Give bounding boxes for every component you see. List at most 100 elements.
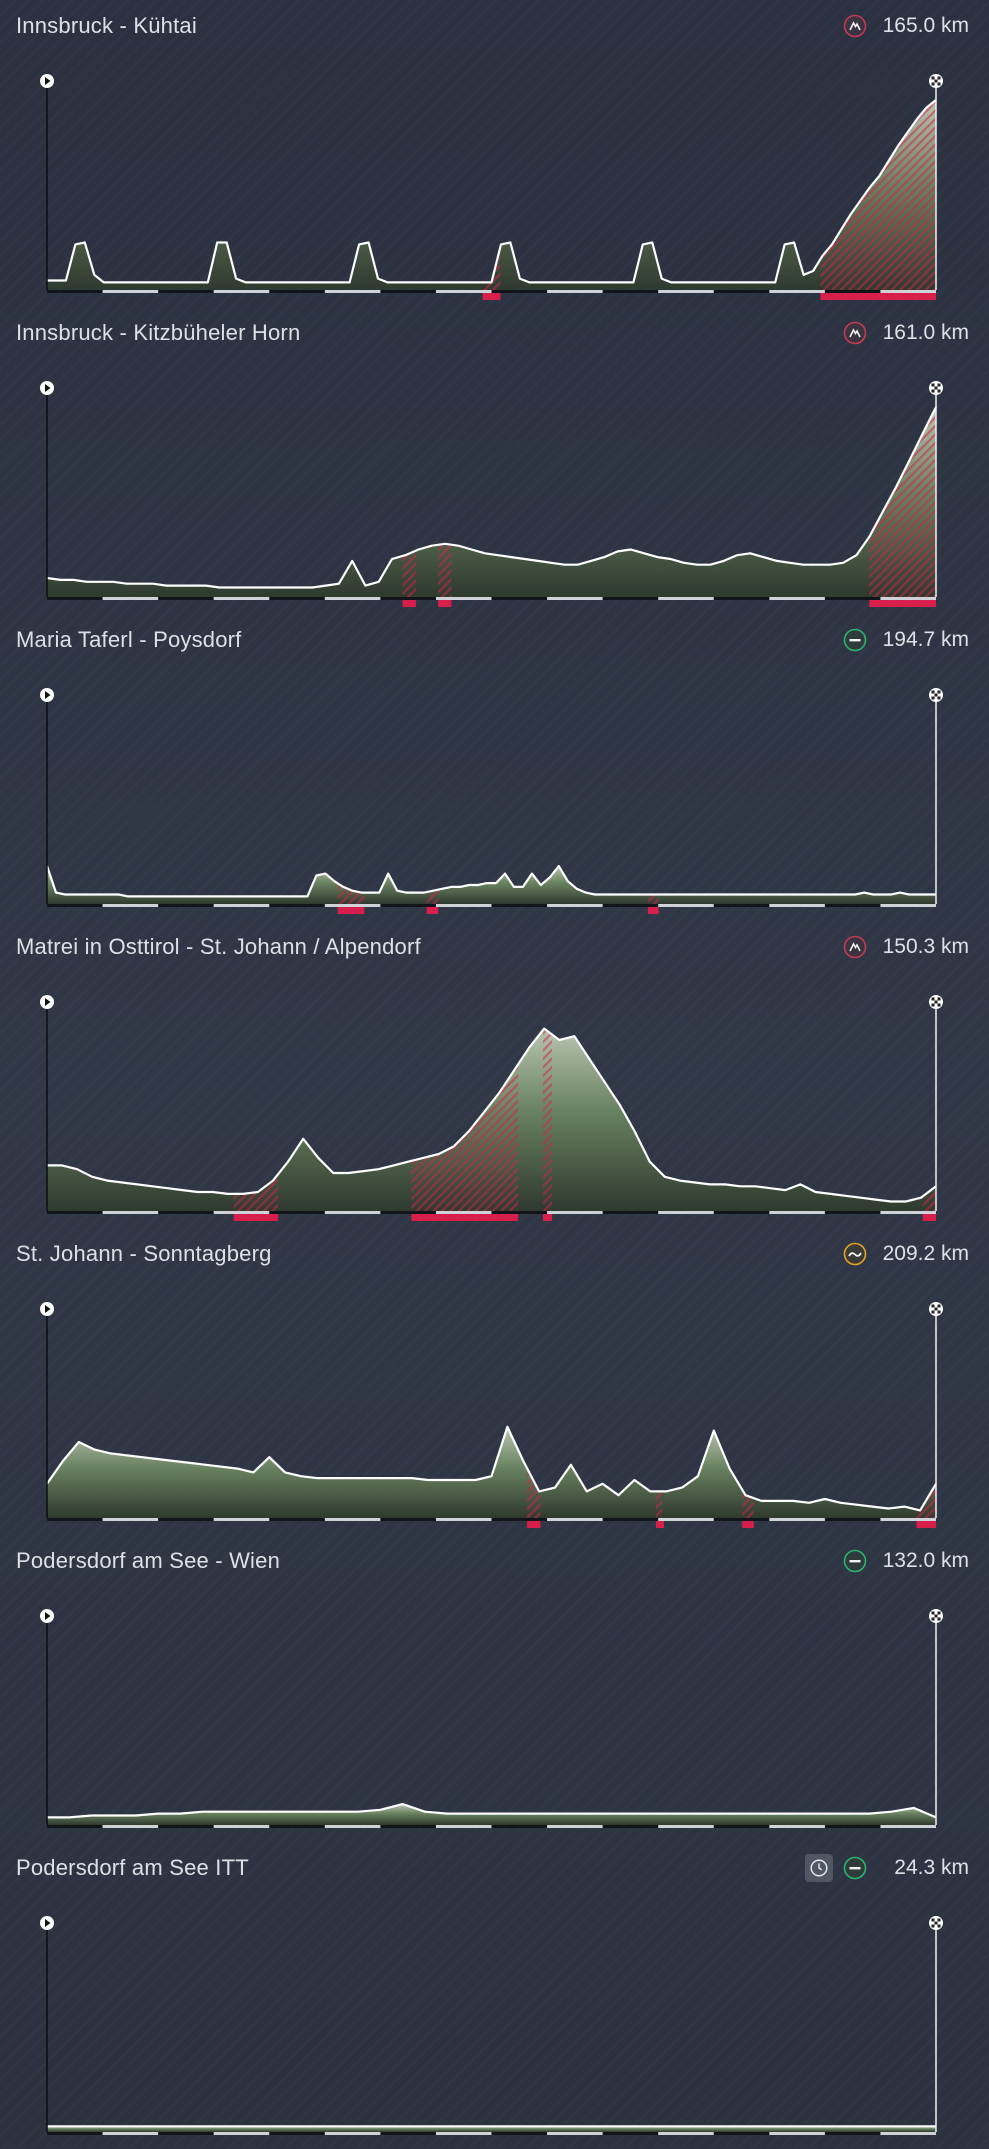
km-segment [547, 1211, 603, 1214]
stage-title[interactable]: Innsbruck - Kitzbüheler Horn [16, 320, 301, 345]
km-segment [658, 1211, 714, 1214]
profile-line [47, 1027, 937, 1203]
km-segment [547, 597, 603, 600]
km-segment [769, 904, 825, 907]
finish-flag-icon [929, 688, 943, 702]
km-segment [102, 2132, 159, 2135]
km-segment [324, 1825, 381, 1828]
stage-meta: 194.7 km [843, 628, 969, 652]
stage-distance: 209.2 km [882, 1242, 969, 1265]
stage-title[interactable]: St. Johann - Sonntagberg [16, 1241, 272, 1266]
stage-header: Innsbruck - Kühtai 165.0 km [16, 10, 969, 42]
climb-marker [527, 1520, 541, 1528]
flat-stage-icon [843, 1549, 867, 1573]
climb-marker [655, 1520, 664, 1528]
km-segment [435, 904, 492, 907]
profile-line [45, 864, 936, 898]
profile-line [47, 99, 937, 284]
km-segment [658, 597, 714, 600]
km-segment [769, 597, 825, 600]
km-segment [324, 290, 381, 293]
km-segment [880, 1211, 936, 1214]
climb-hatch [647, 866, 659, 904]
stage-title[interactable]: Podersdorf am See ITT [16, 1855, 249, 1880]
mountain-finish-icon [843, 321, 867, 345]
climb-hatch [438, 407, 452, 597]
km-segment [880, 1518, 936, 1521]
km-segment [769, 290, 825, 293]
stage-card[interactable]: Maria Taferl - Poysdorf 194.7 km [0, 614, 989, 921]
climb-marker [647, 906, 659, 914]
profile-line [47, 1803, 937, 1819]
km-segment [880, 904, 936, 907]
stage-meta: 132.0 km [843, 1549, 969, 1573]
stage-title[interactable]: Podersdorf am See - Wien [16, 1548, 281, 1573]
km-segment [435, 1518, 492, 1521]
km-segment [769, 1211, 825, 1214]
km-segment [658, 2132, 714, 2135]
stage-distance: 24.3 km [894, 1856, 969, 1879]
km-segment [435, 1825, 492, 1828]
stage-card[interactable]: Podersdorf am See ITT 24.3 km [0, 1842, 989, 2149]
flat-stage-icon [843, 1856, 867, 1880]
stage-meta: 165.0 km [843, 14, 969, 38]
climb-marker [411, 1213, 519, 1221]
km-segment [435, 2132, 492, 2135]
profile-svg [40, 381, 943, 607]
km-segment [102, 1211, 159, 1214]
climb-hatch [411, 1028, 519, 1211]
climb-marker [916, 1520, 936, 1528]
climb-marker [482, 292, 501, 300]
km-segment [213, 1825, 270, 1828]
start-icon [40, 74, 54, 88]
profile-line [46, 406, 937, 589]
profile-area [47, 2126, 936, 2132]
elevation-profile [0, 1595, 989, 1842]
finish-flag-icon [929, 1302, 943, 1316]
km-segment [102, 904, 159, 907]
km-segment [547, 1518, 603, 1521]
stage-card[interactable]: St. Johann - Sonntagberg 209.2 km [0, 1228, 989, 1535]
stage-card[interactable]: Innsbruck - Kühtai 165.0 km [0, 0, 989, 307]
profile-svg [40, 995, 943, 1221]
profile-area [47, 100, 936, 290]
mountain-finish-icon [843, 14, 867, 38]
km-segment [213, 904, 270, 907]
elevation-profile [0, 60, 989, 307]
stage-header: Matrei in Osttirol - St. Johann / Alpend… [16, 931, 969, 963]
climb-marker [820, 292, 936, 300]
start-icon [40, 995, 54, 1009]
climb-hatch [655, 1426, 663, 1518]
stage-meta: 209.2 km [843, 1242, 969, 1266]
stage-title[interactable]: Innsbruck - Kühtai [16, 13, 197, 38]
km-segment [880, 2132, 936, 2135]
elevation-profile [0, 1902, 989, 2149]
elevation-profile [0, 367, 989, 614]
stage-distance: 194.7 km [882, 628, 969, 651]
finish-flag-icon [929, 74, 943, 88]
hilly-stage-icon [843, 1242, 867, 1266]
km-segment [769, 1518, 825, 1521]
stage-card[interactable]: Matrei in Osttirol - St. Johann / Alpend… [0, 921, 989, 1228]
km-segment [658, 1825, 714, 1828]
profile-svg [40, 688, 943, 914]
km-segment [213, 1211, 270, 1214]
stage-title[interactable]: Matrei in Osttirol - St. Johann / Alpend… [16, 934, 421, 959]
stage-card[interactable]: Podersdorf am See - Wien 132.0 km [0, 1535, 989, 1842]
elevation-profile [0, 674, 989, 921]
km-segment [102, 1825, 159, 1828]
finish-flag-icon [929, 1916, 943, 1930]
km-segment [547, 290, 603, 293]
km-segment [213, 597, 270, 600]
stage-title[interactable]: Maria Taferl - Poysdorf [16, 627, 242, 652]
km-segment [324, 904, 381, 907]
climb-marker [742, 1520, 754, 1528]
stage-header: St. Johann - Sonntagberg 209.2 km [16, 1238, 969, 1270]
profile-area [47, 407, 936, 597]
stage-card[interactable]: Innsbruck - Kitzbüheler Horn 161.0 km [0, 307, 989, 614]
km-segment [102, 1518, 159, 1521]
km-segment [880, 1825, 936, 1828]
km-segment [324, 2132, 381, 2135]
km-segment [324, 1211, 381, 1214]
start-icon [40, 1916, 54, 1930]
